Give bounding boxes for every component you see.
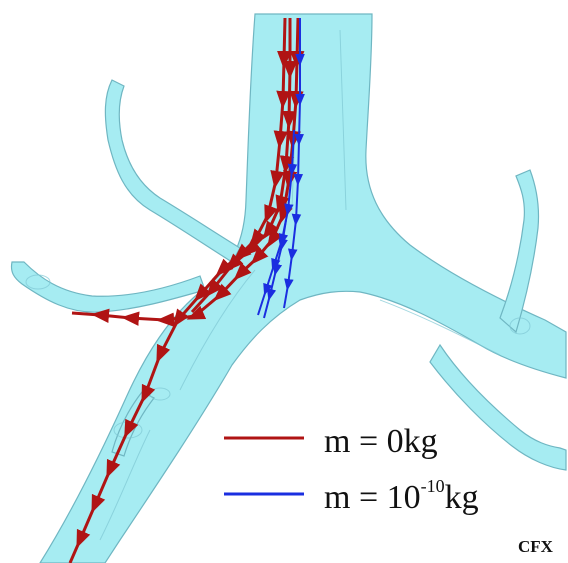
legend-label-massive-exponent: -10 <box>421 476 445 496</box>
legend: m = 0kg m = 10-10kg <box>224 423 479 516</box>
trajectory-blue-3 <box>263 219 288 319</box>
legend-label-massless: m = 0kg <box>324 423 438 460</box>
trajectories-massive <box>257 18 305 319</box>
left-lateral-branch <box>10 261 206 313</box>
legend-label-massive-main: m = 10 <box>324 479 421 516</box>
legend-label-massive-unit: kg <box>445 479 479 516</box>
software-credit: CFX <box>518 537 554 556</box>
right-upper-branch <box>499 169 540 334</box>
right-lower-branch <box>429 343 567 471</box>
legend-label-massive: m = 10-10kg <box>324 476 479 516</box>
left-upper-branch <box>104 79 241 263</box>
